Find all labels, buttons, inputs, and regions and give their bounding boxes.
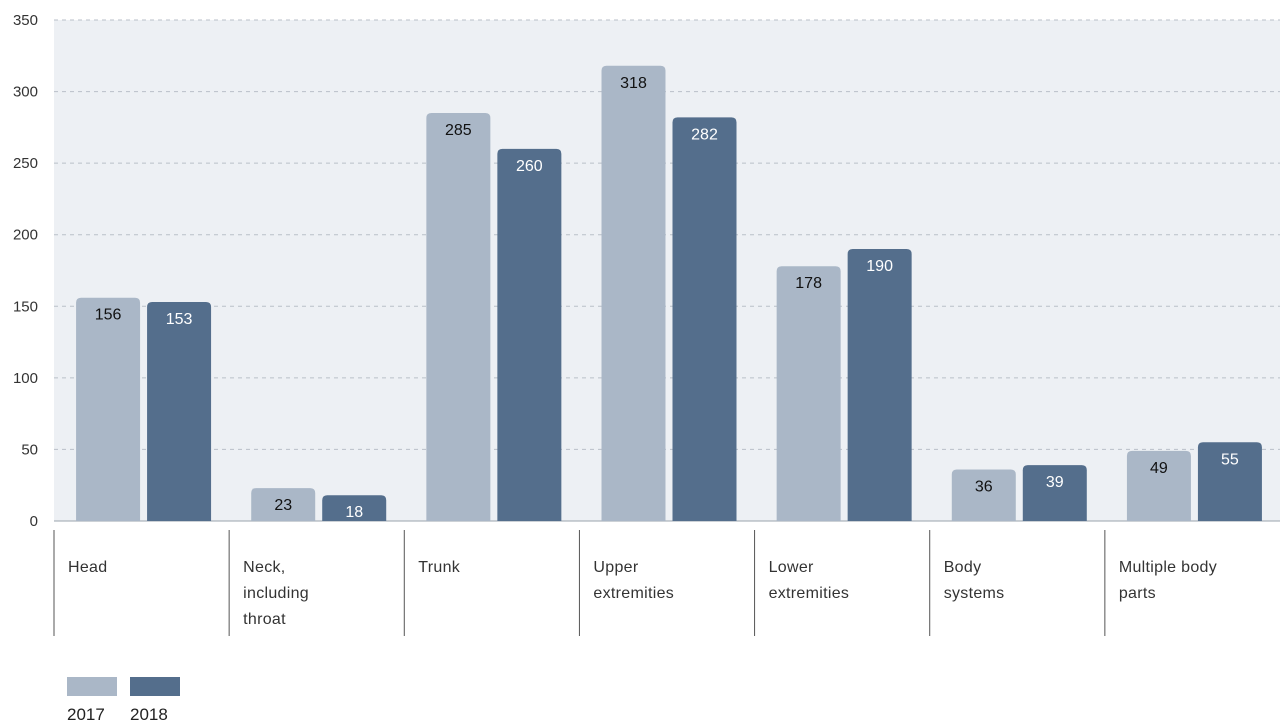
bar-value-label: 260 [516, 158, 543, 175]
bar-2017 [1126, 450, 1191, 521]
bar-2018 [847, 249, 912, 521]
bar-2018 [322, 495, 387, 521]
y-tick-label: 150 [13, 298, 38, 315]
bar-2017 [951, 469, 1016, 521]
y-tick-label: 100 [13, 370, 38, 387]
y-tick-label: 250 [13, 155, 38, 172]
category-separators [53, 530, 1106, 636]
bar-value-label: 156 [95, 307, 122, 324]
bar-value-label: 282 [691, 126, 718, 143]
legend-label: 2017 [67, 705, 105, 724]
category-label: Lower extremities [769, 559, 850, 602]
bar-value-label: 178 [795, 275, 822, 292]
bar-value-label: 318 [620, 75, 647, 92]
bars: 156 153 23 18 285 260 318 282 178 190 36 39 49 55 [76, 65, 1262, 522]
category-label: Multiple body parts [1119, 559, 1217, 602]
bar-2017 [76, 297, 141, 521]
y-tick-label: 50 [21, 441, 38, 458]
bar-value-label: 190 [866, 258, 893, 275]
legend-label: 2018 [130, 705, 168, 724]
x-axis-categories: Head Neck, including throat Trunk Upper extrem… [68, 559, 1217, 628]
bar-2018 [1197, 442, 1262, 521]
bar-value-label: 285 [445, 122, 472, 139]
bar-value-label: 49 [1150, 460, 1168, 477]
bar-value-label: 39 [1046, 474, 1064, 491]
category-label: Head [68, 559, 107, 576]
bar-value-label: 36 [975, 478, 993, 495]
legend-swatch-2017 [67, 677, 117, 696]
y-axis-ticks: 0 50 100 150 200 250 300 350 [13, 12, 38, 530]
bar-2017 [251, 488, 316, 521]
y-tick-label: 200 [13, 227, 38, 244]
bar-2017 [776, 266, 841, 521]
bar-value-label: 23 [274, 497, 292, 514]
y-tick-label: 300 [13, 84, 38, 101]
category-label: Neck, including throat [243, 559, 309, 628]
bar-value-label: 18 [345, 504, 363, 521]
bar-value-label: 55 [1221, 451, 1239, 468]
plot-area [54, 20, 1280, 521]
y-tick-label: 0 [30, 513, 38, 530]
bar-value-label: 153 [166, 311, 193, 328]
bar-2018 [147, 301, 212, 521]
y-tick-label: 350 [13, 12, 38, 29]
category-label: Upper extremities [593, 559, 674, 602]
category-label: Trunk [418, 559, 461, 576]
bar-2018 [1022, 465, 1087, 521]
bar-2017 [426, 113, 491, 522]
bar-2018 [672, 117, 737, 521]
legend-swatch-2018 [130, 677, 180, 696]
bar-2017 [601, 65, 666, 521]
legend: 2017 2018 [67, 677, 180, 724]
bar-2018 [497, 148, 562, 522]
category-label: Body systems [944, 559, 1005, 602]
